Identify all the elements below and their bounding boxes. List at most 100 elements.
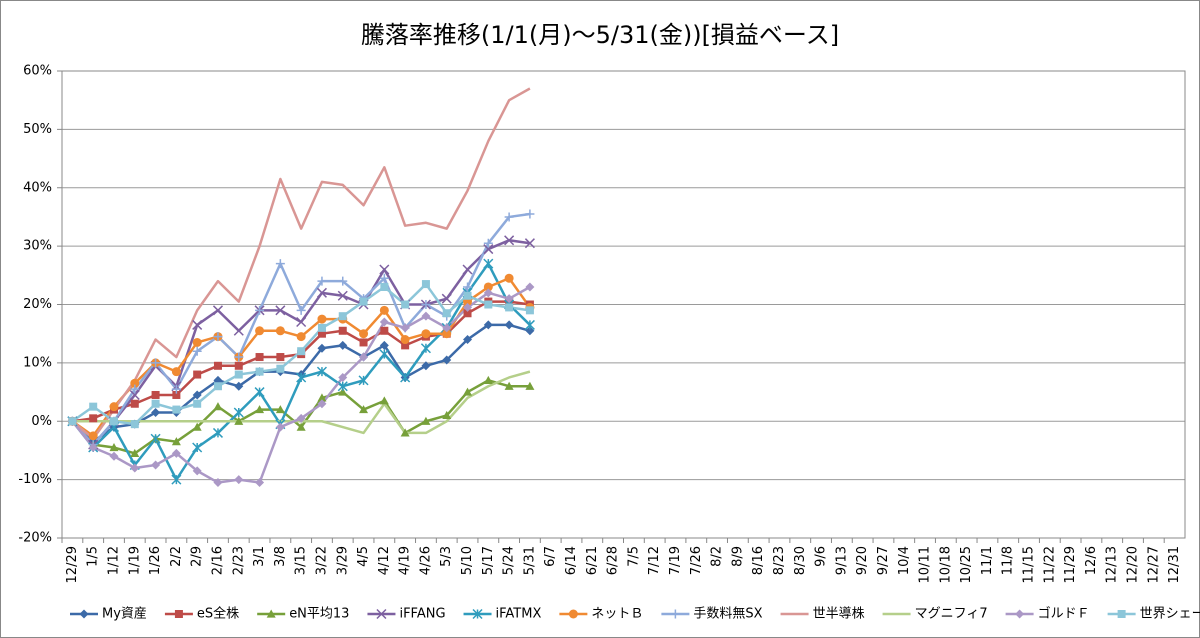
- marker: [109, 402, 119, 412]
- marker: [88, 443, 98, 453]
- marker: [442, 323, 452, 333]
- legend-item: eS全株: [164, 606, 239, 622]
- marker: [171, 384, 181, 394]
- marker: [255, 326, 265, 336]
- marker: [379, 264, 390, 275]
- marker: [234, 416, 244, 425]
- marker: [130, 448, 140, 457]
- marker: [379, 349, 390, 360]
- marker: [254, 387, 265, 398]
- marker: [255, 353, 264, 362]
- x-tick-label: 4/5: [356, 546, 371, 567]
- marker: [89, 402, 98, 411]
- x-tick-label: 2/23: [231, 546, 246, 575]
- legend-marker: [472, 608, 483, 620]
- legend-label: eS全株: [197, 606, 239, 622]
- marker: [296, 422, 306, 431]
- marker: [504, 294, 514, 304]
- marker: [234, 381, 244, 391]
- marker: [442, 309, 451, 318]
- marker: [525, 306, 534, 315]
- marker: [212, 427, 224, 438]
- marker: [234, 475, 244, 485]
- x-tick-label: 8/9: [730, 546, 745, 567]
- x-tick-label: 8/16: [751, 546, 766, 575]
- legend-label: ネットＢ: [591, 607, 643, 622]
- chart-title: 騰落率推移(1/1(月)～5/31(金))[損益ベース]: [361, 21, 839, 49]
- marker: [130, 420, 139, 429]
- marker: [172, 390, 181, 399]
- x-tick-label: 8/23: [772, 546, 787, 575]
- x-tick-label: 11/22: [1042, 546, 1057, 583]
- x-tick-label: 6/28: [606, 546, 621, 575]
- marker: [504, 235, 515, 246]
- marker: [400, 335, 410, 345]
- x-tick-label: 10/25: [959, 546, 974, 583]
- legend-marker: [1015, 609, 1025, 619]
- x-tick-label: 8/30: [793, 546, 808, 575]
- marker: [213, 402, 223, 411]
- x-tick-label: 12/29: [65, 546, 80, 583]
- x-tick-label: 7/19: [668, 546, 683, 575]
- marker: [463, 291, 472, 300]
- marker: [483, 238, 493, 248]
- x-tick-label: 1/19: [127, 546, 142, 575]
- marker: [296, 332, 306, 342]
- marker: [172, 405, 181, 414]
- y-tick-label: 10%: [23, 355, 52, 370]
- marker: [317, 329, 326, 338]
- marker: [151, 399, 160, 408]
- marker: [234, 361, 243, 370]
- marker: [359, 338, 368, 347]
- marker: [338, 326, 347, 335]
- x-tick-label: 10/4: [897, 546, 912, 575]
- y-tick-label: 40%: [23, 180, 52, 195]
- marker: [316, 287, 327, 298]
- marker: [109, 443, 119, 452]
- legend-label: iFFANG: [399, 607, 445, 622]
- x-tick-label: 3/1: [252, 546, 267, 567]
- legend-marker: [568, 609, 578, 619]
- x-tick-label: 6/21: [585, 546, 600, 575]
- marker: [483, 375, 493, 384]
- legend-label: 世半導株: [813, 607, 865, 622]
- legend-label: 手数料無SX: [693, 607, 762, 622]
- marker: [379, 340, 389, 350]
- x-tick-label: 1/5: [86, 546, 101, 567]
- marker: [462, 264, 473, 275]
- marker: [109, 417, 118, 426]
- marker: [275, 405, 285, 414]
- marker: [483, 288, 493, 298]
- x-tick-label: 2/2: [169, 546, 184, 567]
- marker: [442, 410, 452, 420]
- legend-label: eN平均13: [289, 607, 349, 622]
- x-tick-label: 10/18: [938, 546, 953, 583]
- marker: [524, 319, 535, 330]
- marker: [504, 381, 514, 390]
- marker: [316, 366, 327, 377]
- marker: [338, 276, 348, 286]
- marker: [151, 358, 161, 368]
- marker: [151, 407, 161, 417]
- x-tick-label: 6/14: [564, 546, 579, 575]
- marker: [297, 347, 306, 356]
- marker: [89, 414, 98, 423]
- marker: [192, 466, 202, 476]
- x-tick-label: 9/13: [834, 546, 849, 575]
- marker: [213, 361, 222, 370]
- marker: [359, 329, 369, 339]
- series-line: [71, 87, 531, 441]
- y-tick-label: 20%: [23, 297, 52, 312]
- y-tick-label: 50%: [23, 122, 52, 137]
- legend-item: iFFANG: [367, 607, 446, 622]
- marker: [421, 329, 431, 339]
- marker: [317, 399, 327, 409]
- legend-label: 世界シェール: [1140, 607, 1200, 622]
- marker: [192, 442, 203, 453]
- x-tick-label: 11/15: [1022, 546, 1037, 583]
- marker: [359, 297, 368, 306]
- legend-marker: [79, 609, 89, 619]
- marker: [233, 407, 244, 418]
- marker: [441, 293, 452, 304]
